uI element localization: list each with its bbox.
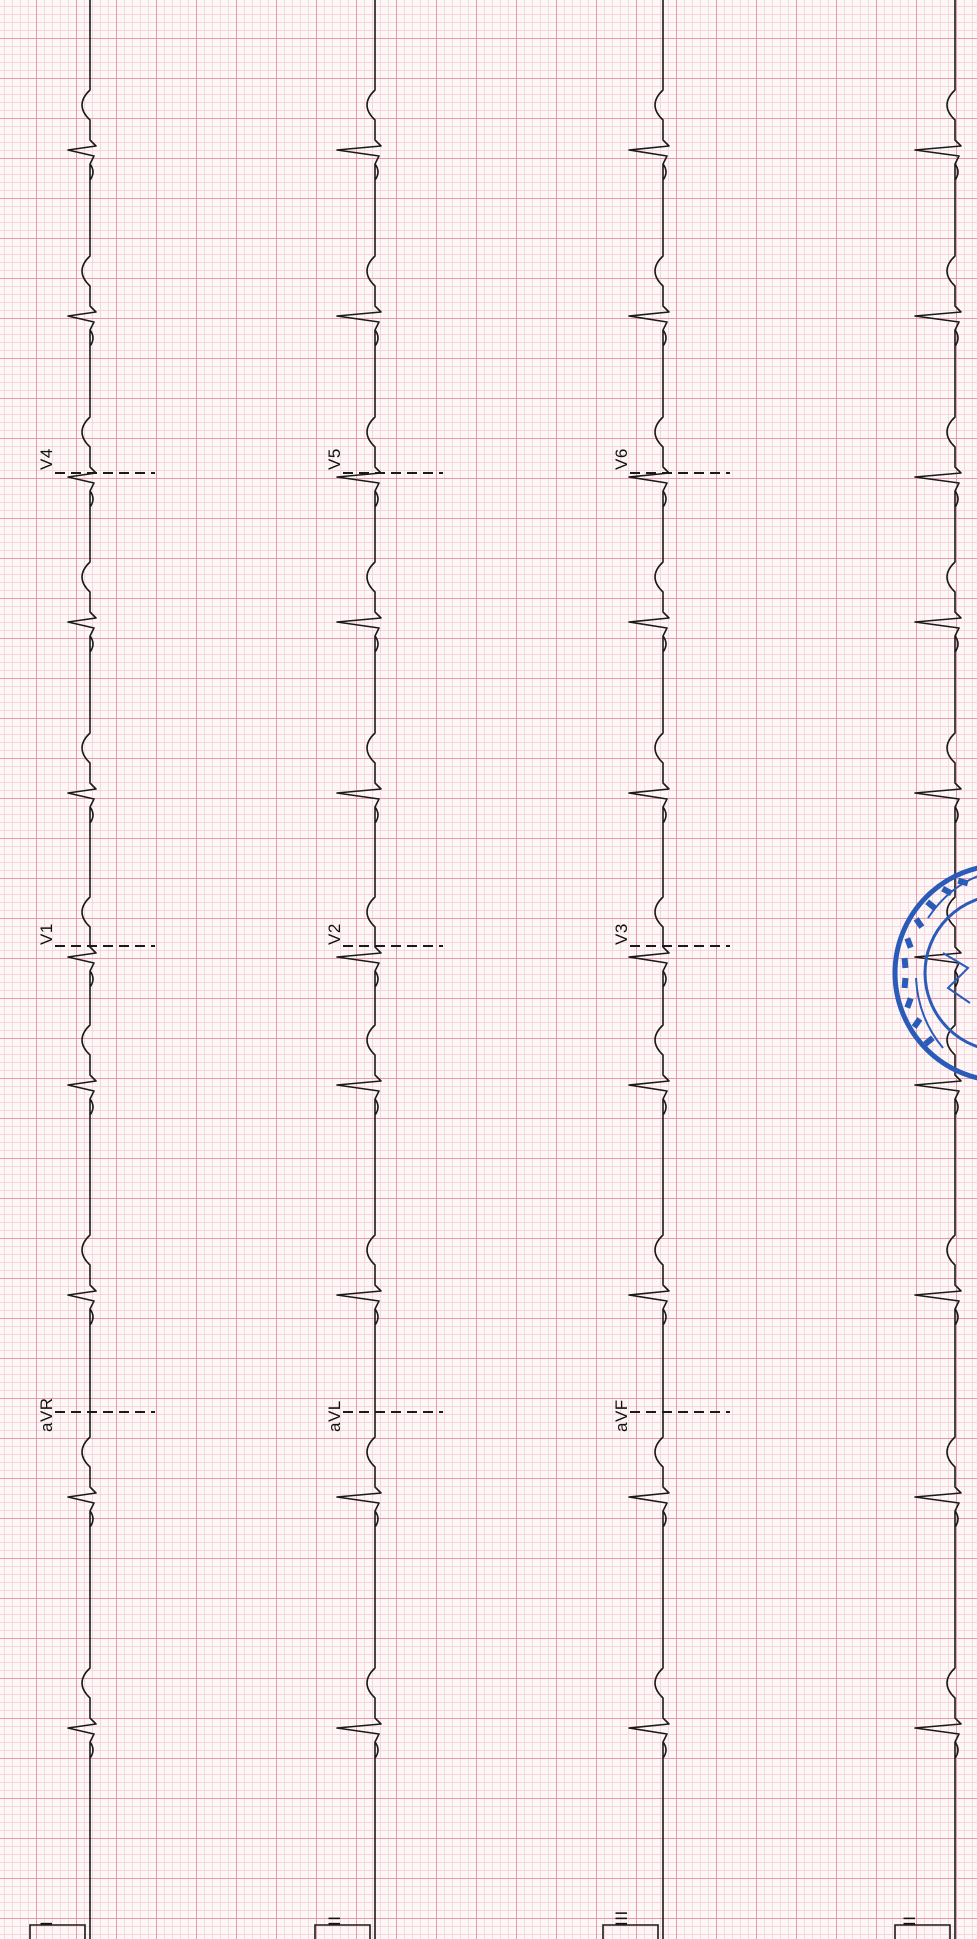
calibration-pulse-column-3 [602,1924,659,1939]
lead-label-aVF: aVF [612,1399,631,1432]
lead-label-III: III [612,1910,631,1926]
ecg-trace-column-2 [336,0,382,1939]
lead-label-aVR: aVR [37,1397,56,1432]
lead-label-aVL: aVL [325,1400,344,1432]
lead-label-V3: V3 [612,923,631,945]
official-stamp [892,865,977,1081]
calibration-pulses [29,1924,951,1939]
lead-separator-markers [55,472,730,1413]
lead-label-V2: V2 [325,923,344,945]
lead-label-V6: V6 [612,448,631,470]
lead-label-I: I [37,1920,56,1926]
ecg-waveforms [67,0,962,1939]
calibration-pulse-column-2 [314,1924,371,1939]
calibration-pulse-column-1 [29,1924,86,1939]
lead-label-V5: V5 [325,448,344,470]
ecg-trace-column-1 [67,0,97,1939]
lead-label-rhythm-II: II [900,1915,919,1926]
ecg-trace-column-3 [628,0,670,1939]
lead-label-II: II [325,1915,344,1926]
lead-label-V1: V1 [37,923,56,945]
calibration-pulse-rhythm-strip [894,1924,951,1939]
ecg-trace-rhythm-strip [914,0,962,1939]
lead-label-V4: V4 [37,448,56,470]
